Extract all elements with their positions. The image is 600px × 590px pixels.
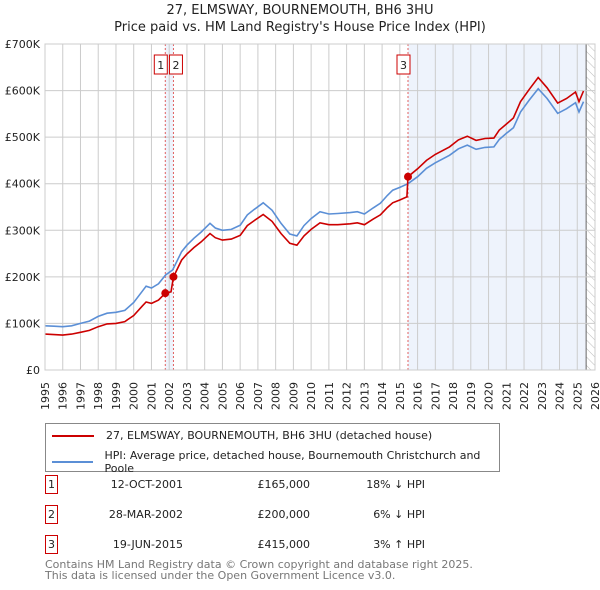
x-tick-label: 2003 bbox=[181, 382, 194, 410]
x-tick-label: 2014 bbox=[376, 382, 389, 410]
post-sale-shaded-region bbox=[408, 44, 587, 370]
sale-date: 19-JUN-2015 bbox=[112, 538, 183, 551]
legend: 27, ELMSWAY, BOURNEMOUTH, BH6 3HU (detac… bbox=[45, 423, 500, 475]
x-tick-label: 2005 bbox=[216, 382, 229, 410]
x-tick-label: 2004 bbox=[199, 382, 212, 410]
legend-label-hpi: HPI: Average price, detached house, Bour… bbox=[104, 449, 481, 475]
legend-swatch-property bbox=[52, 434, 94, 437]
sale-badge: 3 bbox=[45, 535, 58, 554]
sale-label-box bbox=[168, 54, 183, 75]
y-tick-label: £200K bbox=[5, 271, 41, 284]
sale-label-number: 2 bbox=[172, 59, 179, 72]
x-tick-label: 1995 bbox=[39, 382, 52, 410]
x-tick-label: 2025 bbox=[571, 382, 584, 410]
x-tick-label: 2001 bbox=[145, 382, 158, 410]
sale-price: £165,000 bbox=[257, 478, 311, 491]
y-tick-label: £400K bbox=[5, 178, 41, 191]
chart-subtitle: Price paid vs. HM Land Registry's House … bbox=[114, 20, 486, 35]
table-row: 2 28-MAR-2002 £200,000 6% ↓ HPI bbox=[45, 505, 445, 525]
sale-date: 28-MAR-2002 bbox=[108, 508, 183, 521]
chart-title: 27, ELMSWAY, BOURNEMOUTH, BH6 3HU bbox=[166, 3, 434, 18]
sale-hpi-diff: 3% ↑ HPI bbox=[373, 538, 425, 551]
sale-hpi-diff: 6% ↓ HPI bbox=[373, 508, 425, 521]
y-tick-label: £700K bbox=[5, 38, 41, 51]
footer: Contains HM Land Registry data © Crown c… bbox=[45, 559, 473, 581]
x-tick-label: 2021 bbox=[500, 382, 513, 410]
forecast-hatched-region bbox=[586, 44, 595, 370]
x-tick-label: 2017 bbox=[429, 382, 442, 410]
x-tick-label: 2011 bbox=[323, 382, 336, 410]
plot-border bbox=[44, 43, 596, 371]
y-tick-label: £0 bbox=[26, 364, 40, 377]
legend-swatch-hpi bbox=[52, 461, 93, 463]
y-tick-label: £300K bbox=[5, 224, 41, 237]
x-tick-label: 2018 bbox=[447, 382, 460, 410]
x-tick-label: 1999 bbox=[110, 382, 123, 410]
y-tick-label: £100K bbox=[5, 317, 41, 330]
legend-label-property: 27, ELMSWAY, BOURNEMOUTH, BH6 3HU (detac… bbox=[106, 429, 433, 442]
sale-label-box bbox=[153, 54, 168, 75]
sale-label-number: 3 bbox=[400, 59, 407, 72]
property-series-line bbox=[44, 76, 585, 336]
legend-item-hpi: HPI: Average price, detached house, Bour… bbox=[52, 449, 499, 475]
x-tick-label: 2006 bbox=[234, 382, 247, 410]
x-tick-label: 2023 bbox=[536, 382, 549, 410]
x-tick-label: 1996 bbox=[57, 382, 70, 410]
x-tick-label: 2024 bbox=[554, 382, 567, 410]
x-tick-label: 1998 bbox=[92, 382, 105, 410]
x-tick-label: 1997 bbox=[74, 382, 87, 410]
sale-badge: 2 bbox=[45, 505, 58, 524]
sale-price: £200,000 bbox=[257, 508, 311, 521]
sale-hpi-diff: 18% ↓ HPI bbox=[366, 478, 425, 491]
sale-price: £415,000 bbox=[257, 538, 311, 551]
sale-badge: 1 bbox=[45, 475, 58, 494]
price-chart: 1995 1996 1997 1998 1999 2000 2001 2002 2003 2004… bbox=[5, 38, 600, 410]
footer-copyright: Contains HM Land Registry data © Crown c… bbox=[45, 558, 473, 571]
y-tick-label: £500K bbox=[5, 131, 41, 144]
x-tick-label: 2020 bbox=[483, 382, 496, 410]
x-tick-label: 2010 bbox=[305, 382, 318, 410]
x-tick-label: 2013 bbox=[358, 382, 371, 410]
table-row: 3 19-JUN-2015 £415,000 3% ↑ HPI bbox=[45, 535, 445, 555]
x-tick-label: 2022 bbox=[518, 382, 531, 410]
sale-point bbox=[161, 289, 170, 298]
sale-date: 12-OCT-2001 bbox=[110, 478, 183, 491]
y-tick-label: £600K bbox=[5, 85, 41, 98]
x-tick-label: 2019 bbox=[465, 382, 478, 410]
hpi-series-line bbox=[44, 87, 585, 328]
x-tick-label: 2026 bbox=[589, 382, 600, 410]
table-row: 1 12-OCT-2001 £165,000 18% ↓ HPI bbox=[45, 475, 445, 495]
x-tick-label: 2008 bbox=[270, 382, 283, 410]
sale-point bbox=[404, 172, 412, 181]
sale-label-number: 1 bbox=[157, 59, 164, 72]
sale-label-box bbox=[396, 54, 411, 75]
x-tick-label: 2000 bbox=[128, 382, 141, 410]
x-tick-label: 2012 bbox=[341, 382, 354, 410]
x-tick-label: 2007 bbox=[252, 382, 265, 410]
legend-item-property: 27, ELMSWAY, BOURNEMOUTH, BH6 3HU (detac… bbox=[52, 429, 432, 442]
x-tick-label: 2016 bbox=[412, 382, 425, 410]
x-tick-label: 2002 bbox=[163, 382, 176, 410]
footer-licence: This data is licensed under the Open Gov… bbox=[45, 569, 396, 582]
x-tick-label: 2009 bbox=[287, 382, 300, 410]
sale-point bbox=[169, 272, 178, 281]
x-tick-label: 2015 bbox=[394, 382, 407, 410]
